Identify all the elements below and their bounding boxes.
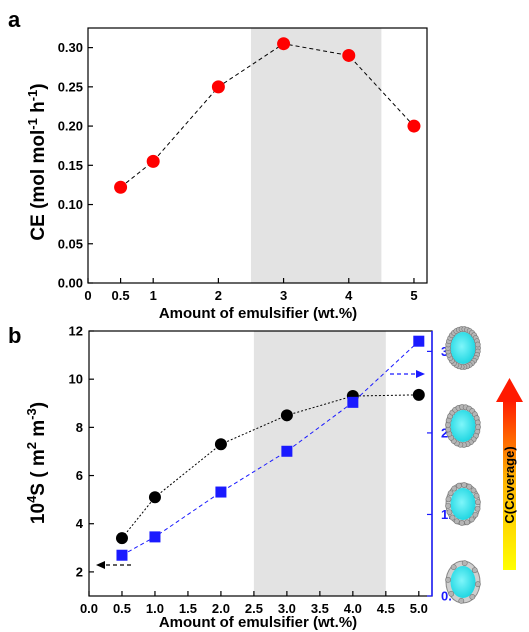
droplet-icon [445,404,481,448]
a-y-tick-label: 0.00 [58,276,83,291]
a-y-axis-label: CE (mol mol-1 h-1) [25,83,49,240]
b-x-tick-label: 0.5 [113,601,131,616]
a-x-tick-label: 2 [215,288,222,303]
b-data-point-s [214,438,227,451]
b-y-axis-label-left: 104S ( m2 m-3) [24,402,49,524]
droplet-illustrations [445,326,481,604]
a-x-tick-label: 4 [345,288,353,303]
droplet-icon [445,482,481,526]
a-x-tick-label: 0.5 [112,288,130,303]
a-x-tick-label: 0 [84,288,91,303]
a-x-tick-label: 1 [150,288,157,303]
coverage-gradient-bar [503,400,516,570]
coverage-label: C(Coverage) [502,446,517,523]
b-x-axis-label: Amount of emulsifier (wt.%) [159,614,357,631]
b-data-point-s [148,491,161,504]
a-x-axis-label: Amount of emulsifier (wt.%) [159,305,357,322]
b-x-tick-label: 4.5 [377,601,395,616]
panel-a-label: a [8,7,21,32]
coverage-arrow-head [496,378,523,402]
a-y-tick-label: 0.10 [58,197,83,212]
a-y-tick-label: 0.05 [58,236,83,251]
b-y-tick-left-label: 10 [69,372,83,387]
panel-b: b 0.0 0.5 1.0 1.5 2.0 2.5 3.0 3.5 4.0 4.5 5.0 2 4 6 8 1… [8,323,523,631]
a-data-point [211,80,225,94]
b-x-tick-label: 1.5 [179,601,197,616]
a-data-point [277,37,291,51]
panel-a: a 0 0.5 1 2 3 4 50.000.050.100.150.200.250.30 … [8,7,428,322]
b-data-point-c [281,445,293,457]
a-y-tick-label: 0.15 [58,158,83,173]
b-x-tick-label: 5.0 [410,601,428,616]
b-data-point-c [116,549,128,561]
a-x-tick-label: 5 [410,288,417,303]
b-data-point-s [115,532,128,545]
b-data-point-s [280,409,293,422]
b-y-tick-left-label: 2 [76,564,83,579]
droplet-icon [445,326,481,370]
b-y-tick-left-label: 4 [76,516,84,531]
b-data-point-s [412,388,425,401]
panel-b-label: b [8,323,21,348]
b-x-tick-label: 3.5 [311,601,329,616]
b-data-point-c [347,396,359,408]
right-axis-arrow [390,370,425,378]
droplet-icon [445,560,481,604]
a-y-tick-label: 0.30 [58,40,83,55]
a-data-point [407,119,421,133]
b-y-tick-left-label: 6 [76,468,83,483]
b-x-tick-label: 2.0 [212,601,230,616]
b-data-point-c [413,335,425,347]
a-plot-frame [87,27,428,284]
b-y-tick-left-label: 12 [69,324,83,339]
a-y-tick-label: 0.25 [58,79,83,94]
b-y-tick-left-label: 8 [76,420,83,435]
b-data-point-c [215,486,227,498]
a-data-point [342,48,356,62]
b-x-tick-label: 4.0 [344,601,362,616]
b-x-tick-label: 3.0 [278,601,296,616]
a-x-tick-label: 3 [280,288,287,303]
b-series-line-s [121,394,419,539]
b-x-tick-label: 2.5 [245,601,263,616]
a-data-point [114,180,128,194]
a-data-point [146,154,160,168]
a-y-tick-label: 0.20 [58,119,83,134]
b-data-point-c [149,531,161,543]
a-series-line [120,43,415,188]
b-x-tick-label: 1.0 [146,601,164,616]
left-axis-arrow [96,561,131,569]
b-shaded-region [253,331,386,596]
b-x-tick-label: 0.0 [80,601,98,616]
a-shaded-region [250,28,382,283]
